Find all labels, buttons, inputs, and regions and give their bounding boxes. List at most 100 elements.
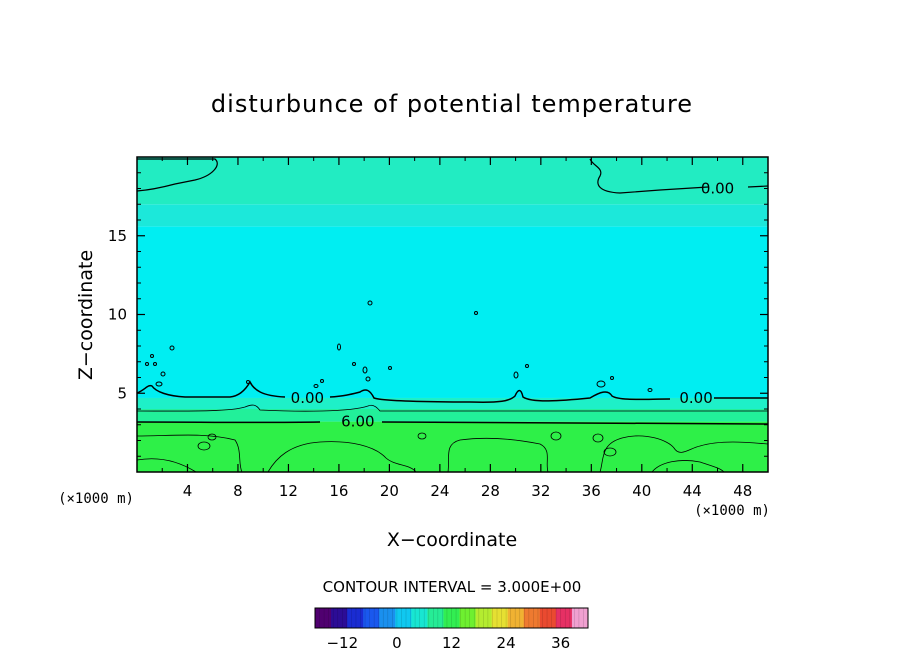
- contour-line: [246, 380, 250, 384]
- contour-line: [388, 366, 392, 370]
- x-unit-label: (×1000 m): [694, 503, 770, 519]
- colorbar-swatch: [395, 608, 412, 628]
- colorbar-swatch: [331, 608, 348, 628]
- contour-line: [596, 380, 606, 388]
- contour-line: [525, 364, 529, 368]
- y-axis: 5 10 15: [108, 172, 768, 457]
- contour-line: [155, 381, 163, 387]
- contour-line: [474, 311, 478, 315]
- contour-line: [365, 376, 371, 382]
- colorbar-swatch: [443, 608, 461, 628]
- x-tick-label: 20: [380, 482, 399, 500]
- x-tick-label: 24: [430, 482, 449, 500]
- contour-line: [651, 460, 725, 472]
- colorbar-swatch: [459, 608, 477, 628]
- x-tick-label: 44: [683, 482, 702, 500]
- contour-lines: [137, 158, 768, 472]
- contour-line: [599, 435, 768, 472]
- filled-bands: [137, 157, 768, 472]
- colorbar-tick-label: 0: [392, 634, 402, 652]
- colorbar-tick-label: 24: [497, 634, 516, 652]
- x-tick-label: 48: [733, 482, 752, 500]
- colorbar-swatch: [379, 608, 396, 628]
- contour-line: [137, 158, 218, 192]
- contour-label: 0.00: [291, 389, 324, 407]
- x-tick-label: 4: [183, 482, 193, 500]
- contour-line: [137, 380, 768, 403]
- value-band: [137, 157, 768, 205]
- contour-line: [320, 379, 324, 383]
- contour-line: [362, 366, 368, 374]
- colorbar-frame: [314, 607, 589, 629]
- colorbar-swatch: [475, 608, 493, 628]
- x-axis-title: X−coordinate: [387, 529, 517, 551]
- colorbar-swatch: [315, 608, 332, 628]
- contour-line: [352, 362, 356, 366]
- x-tick-label: 8: [233, 482, 243, 500]
- colorbar: [314, 607, 589, 629]
- contour-line: [550, 431, 562, 441]
- contour-line: [207, 433, 217, 441]
- contour-line: [592, 433, 604, 443]
- contour-line: [513, 371, 519, 379]
- contour-line: [137, 404, 768, 412]
- x-tick-label: 40: [632, 482, 651, 500]
- contour-line: [589, 158, 768, 194]
- contour-line: [267, 441, 417, 472]
- y-tick-label: 5: [117, 384, 127, 402]
- colorbar-swatch: [571, 608, 589, 628]
- value-band: [137, 421, 768, 472]
- contour-line: [153, 362, 157, 366]
- x-tick-label: 32: [531, 482, 550, 500]
- y-tick-label: 15: [108, 227, 127, 245]
- contour-line: [137, 434, 243, 472]
- contour-line: [417, 432, 427, 440]
- value-band: [137, 397, 768, 409]
- contour-line: [197, 441, 211, 451]
- plot-area: [137, 157, 768, 472]
- colorbar-ticks: −12 0 12 24 36: [326, 634, 570, 652]
- chart-title: disturbunce of potential temperature: [211, 90, 693, 118]
- colorbar-tick-label: 36: [551, 634, 570, 652]
- contour-labels: 0.00 0.00 0.00 6.00: [291, 180, 735, 431]
- colorbar-tick-label: 12: [442, 634, 461, 652]
- value-band: [137, 409, 768, 422]
- x-tick-label: 12: [279, 482, 298, 500]
- colorbar-swatch: [411, 608, 428, 628]
- value-band: [137, 204, 768, 227]
- contour-line: [137, 458, 197, 472]
- contour-label: 0.00: [679, 389, 712, 407]
- x-axis: 4 8 12 16 20 24 28 32 36 40 44 48: [161, 157, 752, 500]
- colorbar-swatch: [507, 608, 525, 628]
- contour-line: [137, 421, 768, 425]
- contour-line: [367, 300, 373, 306]
- colorbar-swatch: [347, 608, 364, 628]
- colorbar-swatch: [539, 608, 557, 628]
- colorbar-swatch: [427, 608, 444, 628]
- colorbar-swatch: [523, 608, 541, 628]
- y-axis-title: Z−coordinate: [75, 250, 97, 380]
- y-tick-label: 10: [108, 306, 127, 324]
- contour-line: [337, 343, 341, 351]
- colorbar-swatch: [363, 608, 380, 628]
- contour-line: [145, 362, 149, 366]
- contour-line: [160, 371, 166, 377]
- contour-line: [169, 345, 175, 351]
- y-unit-label: (×1000 m): [58, 491, 134, 507]
- colorbar-tick-label: −12: [326, 634, 358, 652]
- colorbar-swatch: [555, 608, 573, 628]
- x-tick-label: 28: [481, 482, 500, 500]
- x-tick-label: 16: [329, 482, 348, 500]
- contour-line: [150, 354, 154, 358]
- contour-line: [647, 388, 653, 392]
- colorbar-swatch: [491, 608, 509, 628]
- contour-label: 6.00: [341, 413, 374, 431]
- contour-line: [447, 437, 549, 472]
- contour-line: [313, 384, 319, 388]
- value-band: [137, 226, 768, 398]
- contour-line: [603, 447, 617, 457]
- x-tick-label: 36: [582, 482, 601, 500]
- contour-line: [610, 376, 614, 380]
- contour-interval-text: CONTOUR INTERVAL = 3.000E+00: [323, 578, 582, 596]
